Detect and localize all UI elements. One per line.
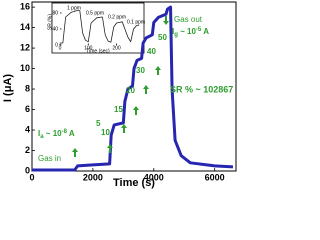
arrow — [72, 148, 78, 157]
ig-text: g — [174, 32, 178, 38]
x-axis-label: Time (s) — [113, 177, 155, 189]
ppm-label: 10 — [101, 128, 110, 137]
y-tick-label: 0 — [55, 42, 58, 48]
ig-text: ~ 10 — [178, 27, 197, 36]
x-tick-label: 0 — [29, 172, 34, 182]
ppm-label: 50 — [158, 33, 167, 42]
gas-in-label: Gas in — [38, 154, 61, 163]
ia-text: I — [38, 129, 40, 138]
y-tick-label: 6 — [25, 104, 30, 114]
series-line — [60, 10, 140, 44]
ia-text: -8 — [62, 129, 68, 135]
inset-ppm-label: 0.2 ppm — [108, 14, 126, 20]
y-tick-label: 80 — [52, 10, 58, 16]
y-tick-label: 10 — [20, 63, 30, 73]
x-tick-label: 0 — [59, 45, 62, 51]
arrow — [121, 124, 127, 133]
x-tick-label: 200 — [112, 45, 121, 51]
ia-text: a — [40, 134, 44, 140]
ppm-label: 20 — [126, 86, 135, 95]
arrow — [133, 106, 139, 115]
inset-x-label: Time (sec) — [86, 48, 110, 54]
gas-out-label: Gas out — [174, 15, 203, 24]
ig-text: I — [172, 27, 174, 36]
ppm-label: 30 — [136, 66, 145, 75]
x-tick-label: 100 — [84, 45, 93, 51]
annotations: 5 10 15 20 30 40 50 Gas in Gas out Ia ~ … — [38, 15, 233, 163]
x-tick-label: 2000 — [83, 172, 103, 182]
ig-label: Ig ~ 10-5 A — [172, 27, 209, 38]
inset-ppm-label: 0.1 ppm — [127, 19, 145, 25]
arrow — [155, 66, 161, 75]
y-tick-label: 12 — [20, 42, 30, 52]
y-tick-label: 0 — [25, 165, 30, 175]
y-tick-label: 14 — [20, 22, 30, 32]
arrows — [72, 16, 169, 157]
ia-text: ~ 10 — [44, 129, 63, 138]
chart-layer: 0 100 200 0 40 80 — [52, 10, 140, 51]
ig-text: -5 — [196, 27, 202, 33]
ppm-label: 15 — [114, 105, 123, 114]
ia-label: Ia ~ 10-8 A — [38, 129, 75, 140]
y-axis-label: I (μA) — [2, 74, 14, 102]
inset-ppm-label: 0.5 ppm — [86, 10, 104, 16]
arrow — [107, 144, 113, 153]
inset-ppm-label: 1 ppm — [67, 5, 81, 11]
sr-label: SR % ~ 102867 — [170, 84, 233, 94]
y-tick-label: 2 — [25, 145, 30, 155]
x-tick-label: 6000 — [205, 172, 225, 182]
y-tick-label: 40 — [52, 26, 58, 32]
ia-text: A — [67, 129, 75, 138]
x-tick-label: 4000 — [144, 172, 164, 182]
arrow — [163, 16, 169, 25]
y-tick-label: 4 — [25, 124, 30, 134]
arrow — [143, 85, 149, 94]
y-tick-label: 8 — [25, 83, 30, 93]
y-tick-label: 16 — [20, 1, 30, 11]
ppm-label: 5 — [96, 119, 101, 128]
plot-frame — [31, 1, 237, 172]
inset-frame — [51, 2, 145, 54]
ig-text: A — [201, 27, 209, 36]
inset-y-label: SR (%) — [47, 14, 53, 30]
ppm-label: 40 — [147, 47, 156, 56]
